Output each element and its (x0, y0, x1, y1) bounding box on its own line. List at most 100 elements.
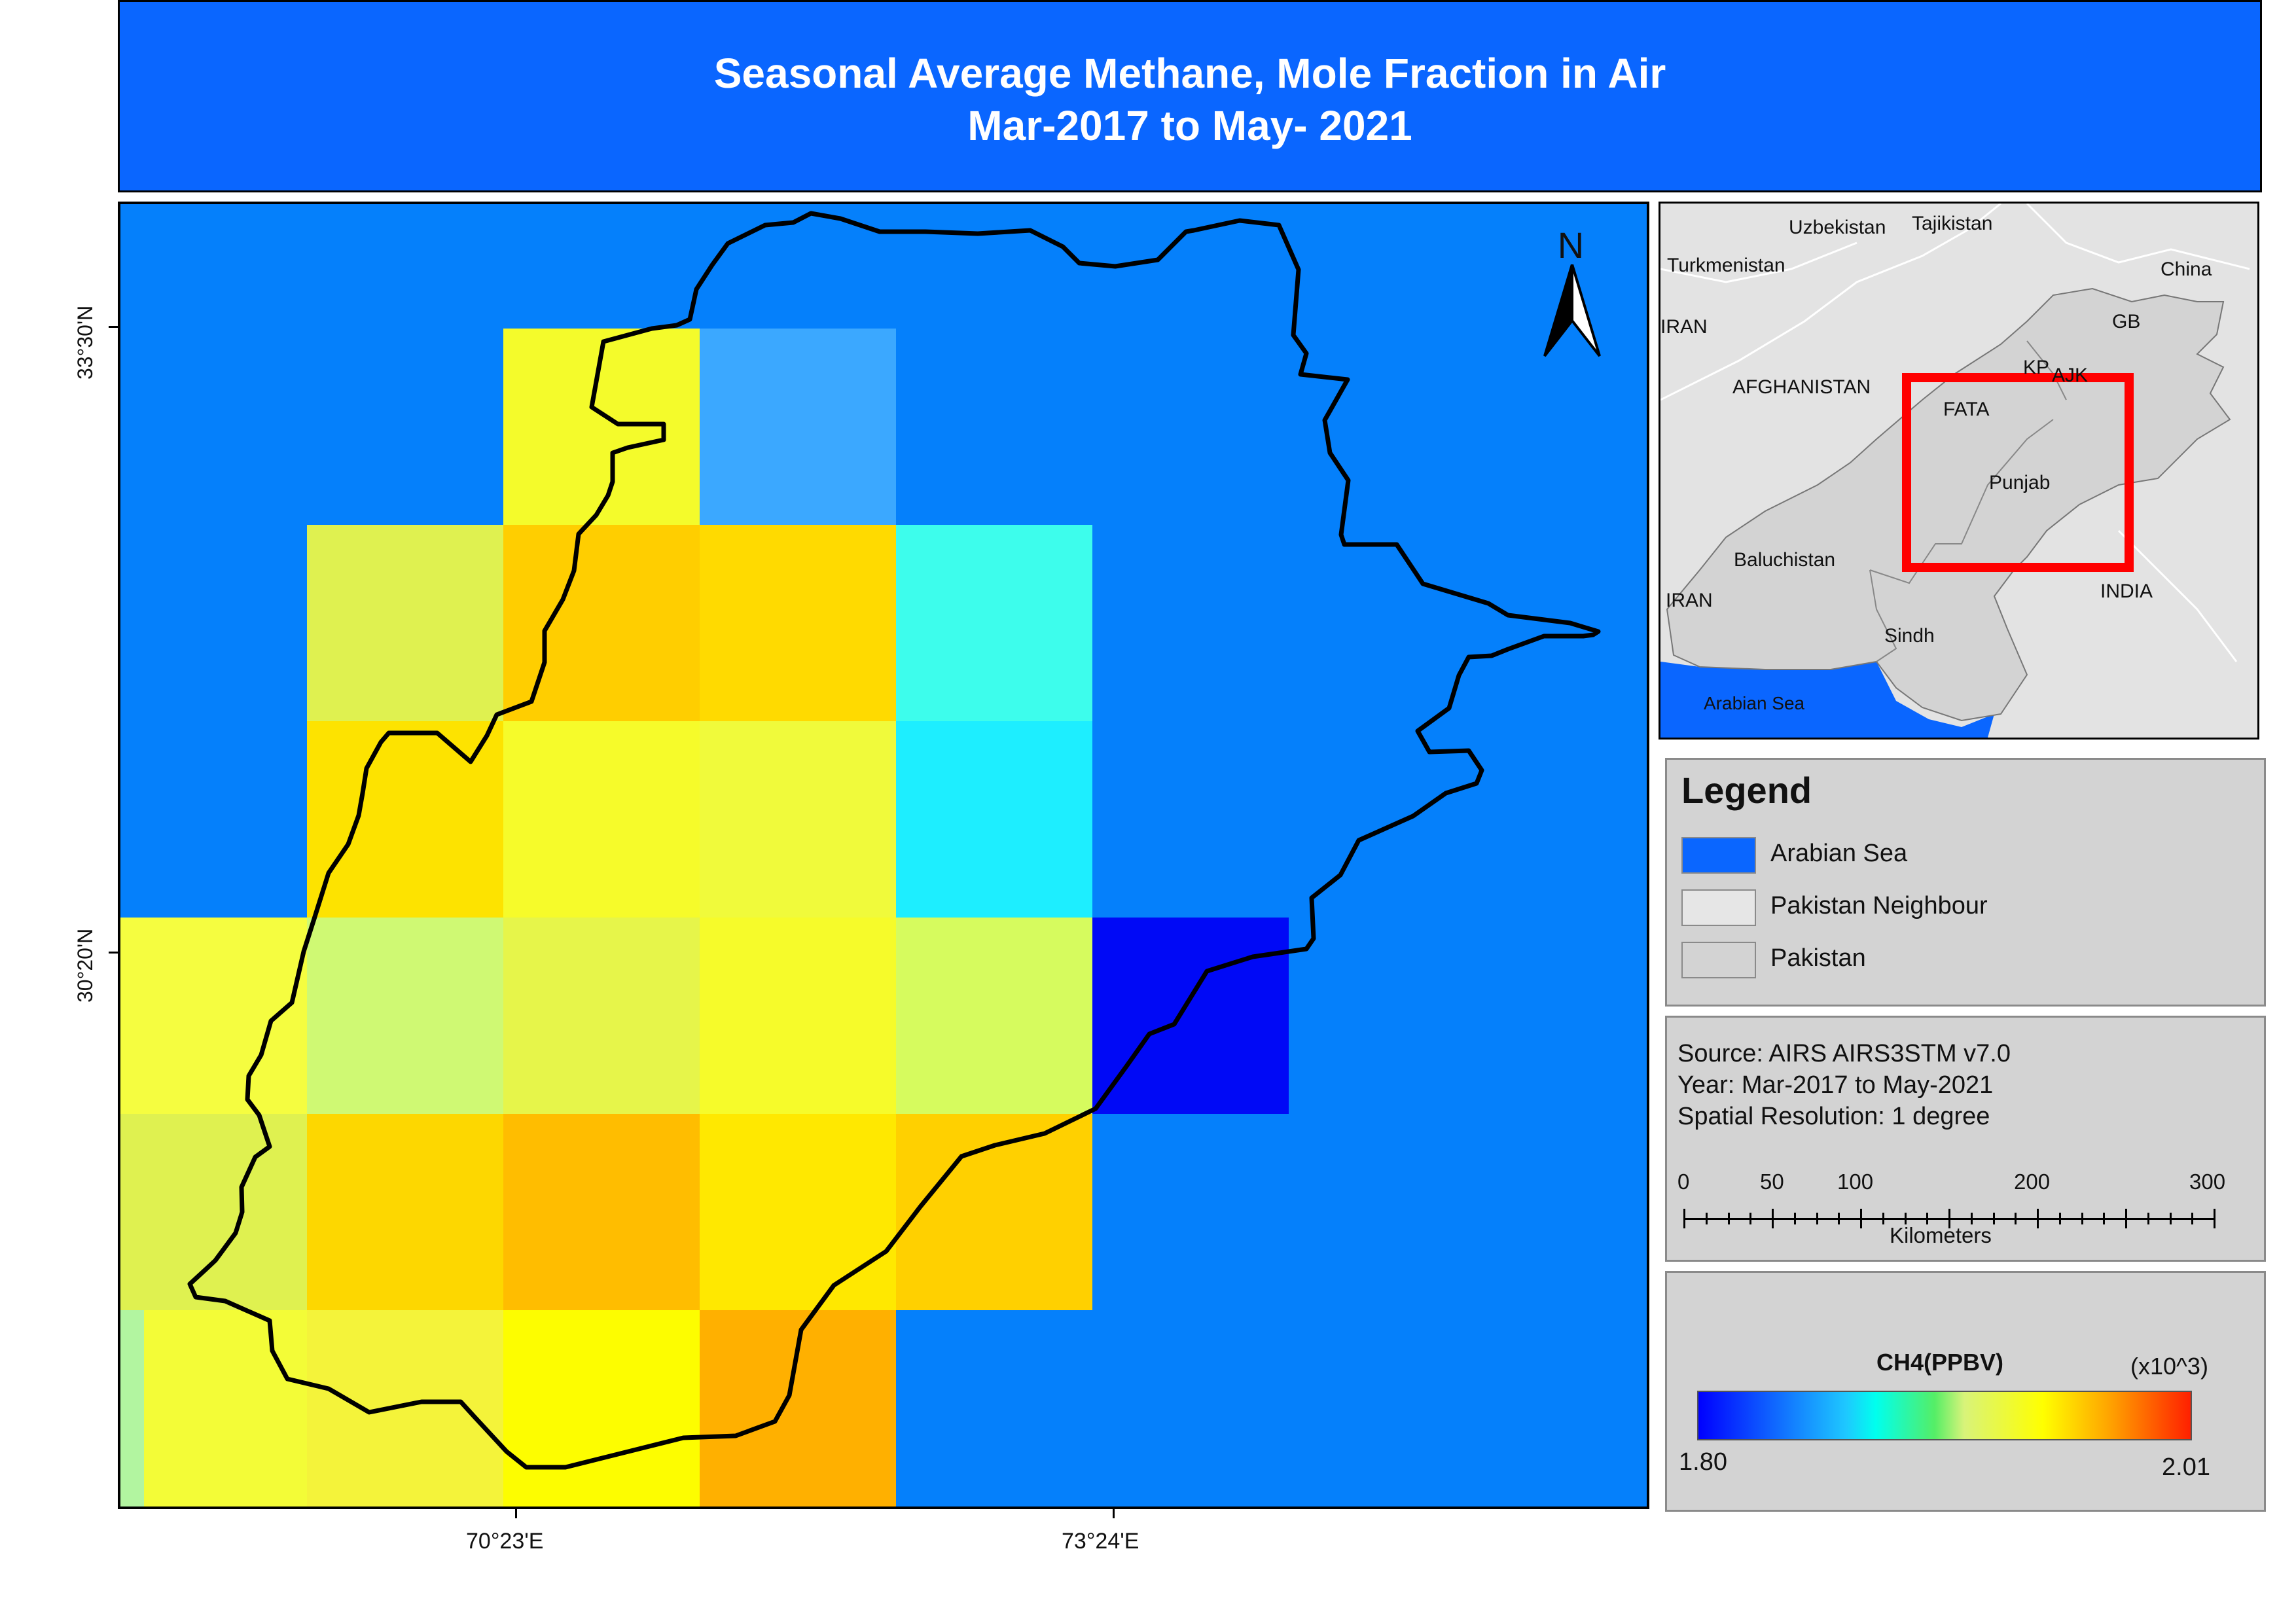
lat-tick (109, 952, 118, 954)
grid-cell (503, 1114, 700, 1310)
legend-label-sea: Arabian Sea (1770, 840, 1908, 867)
source-text: Source: AIRS AIRS3STM v7.0 (1677, 1040, 2011, 1067)
scale-tick (2214, 1209, 2215, 1228)
grid-cell (700, 918, 896, 1114)
scale-tick (1816, 1213, 1818, 1224)
scale-label: 50 (1760, 1169, 1784, 1194)
inset-label: GB (2112, 311, 2141, 332)
colorbar-panel: CH4(PPBV) (x10^3) 1.80 2.01 (1665, 1271, 2266, 1512)
grid-cell (503, 1310, 700, 1507)
grid-cell (700, 721, 896, 918)
grid-cell (307, 1310, 503, 1507)
scale-tick (2058, 1213, 2061, 1224)
scale-unit: Kilometers (1890, 1223, 1992, 1247)
scale-tick (2081, 1213, 2083, 1224)
legend-label-neighbour: Pakistan Neighbour (1770, 892, 1988, 919)
inset-pakistan (1666, 287, 2231, 722)
grid-cell (307, 918, 503, 1114)
scale-tick (1970, 1213, 1973, 1224)
inset-label: INDIA (2100, 580, 2153, 602)
scale-tick (2191, 1213, 2194, 1224)
legend-swatch-pakistan (1681, 942, 1756, 978)
inset-label: IRAN (1666, 590, 1713, 611)
inset-label: AJK (2052, 365, 2089, 386)
scale-label: 300 (2189, 1169, 2226, 1194)
legend-panel: Legend Arabian Sea Pakistan Neighbour Pa… (1665, 758, 2266, 1007)
scale-label: 200 (2014, 1169, 2051, 1194)
grid-cell (896, 525, 1092, 721)
inset-map-canvas (1660, 204, 2250, 738)
scale-tick (1992, 1213, 1995, 1224)
legend-swatch-sea (1681, 837, 1756, 874)
scale-label: 100 (1837, 1169, 1874, 1194)
scale-tick (2037, 1209, 2039, 1228)
map-subtitle: Mar-2017 to May- 2021 (967, 102, 1412, 149)
main-map: N (118, 202, 1649, 1509)
grid-cell (307, 721, 503, 918)
scale-tick (1838, 1213, 1840, 1224)
grid-cell (307, 525, 503, 721)
study-area-box (1902, 373, 2134, 572)
scale-tick (1705, 1213, 1708, 1224)
inset-label: AFGHANISTAN (1732, 376, 1871, 398)
grid-cell (1092, 918, 1289, 1114)
punjab-boundary (187, 211, 1601, 1470)
year-text: Year: Mar-2017 to May-2021 (1677, 1071, 1994, 1099)
scale-tick (1772, 1209, 1774, 1228)
scale-tick (2103, 1213, 2106, 1224)
grid-cell (307, 1114, 503, 1310)
scale-tick (1904, 1213, 1907, 1224)
colorbar-ramp (1697, 1391, 2192, 1440)
scale-tick (1727, 1213, 1730, 1224)
grid-cell (120, 1310, 307, 1507)
grid-cell (700, 525, 896, 721)
inset-label: Turkmenistan (1667, 255, 1785, 276)
grid-edge-cell (120, 1310, 144, 1507)
inset-locator-map: Uzbekistan Tajikistan Turkmenistan China… (1659, 202, 2259, 740)
north-arrow-icon (1543, 264, 1601, 357)
inset-label: Sindh (1884, 625, 1935, 647)
colorbar-max-label: 2.01 (2162, 1454, 2210, 1481)
main-map-canvas (120, 211, 1601, 1507)
scale-tick (2125, 1209, 2127, 1228)
map-title: Seasonal Average Methane, Mole Fraction … (713, 50, 1666, 97)
legend-label-pakistan: Pakistan (1770, 944, 1866, 972)
inset-label: Tajikistan (1912, 213, 1993, 234)
lon-label: 70°23'E (466, 1529, 544, 1554)
colorbar-title: CH4(PPBV) (1876, 1349, 2004, 1376)
scale-tick (1882, 1213, 1884, 1224)
title-banner: Seasonal Average Methane, Mole Fraction … (118, 0, 2262, 192)
grid-cell (896, 918, 1092, 1114)
info-panel: Source: AIRS AIRS3STM v7.0 Year: Mar-201… (1665, 1016, 2266, 1262)
inset-label: KP (2023, 357, 2050, 378)
grid-cell (120, 1114, 307, 1310)
inset-sea (1660, 662, 1994, 738)
resolution-text: Spatial Resolution: 1 degree (1677, 1103, 1990, 1130)
grid-cell (503, 918, 700, 1114)
inset-label: Arabian Sea (1704, 693, 1805, 713)
grid-cell (896, 721, 1092, 918)
grid-cell (700, 329, 896, 525)
colorbar-min-label: 1.80 (1679, 1448, 1727, 1476)
scale-label: 0 (1677, 1169, 1690, 1194)
inset-label: Baluchistan (1734, 549, 1836, 571)
scale-tick (2015, 1213, 2017, 1224)
inset-label: China (2161, 259, 2212, 280)
scale-tick (1793, 1213, 1796, 1224)
lat-tick (109, 326, 118, 328)
inset-label: IRAN (1660, 316, 1708, 338)
colorbar-multiplier: (x10^3) (2130, 1353, 2208, 1380)
scale-tick (1926, 1213, 1929, 1224)
grid-cell (700, 1114, 896, 1310)
scale-tick (1948, 1209, 1950, 1228)
scale-tick (2147, 1213, 2149, 1224)
inset-label: FATA (1943, 399, 1990, 420)
grid-cell (503, 721, 700, 918)
north-arrow-label: N (1557, 224, 1585, 266)
inset-label: Punjab (1989, 472, 2051, 493)
lon-label: 73°24'E (1062, 1529, 1139, 1554)
methane-grid (120, 329, 1289, 1507)
lat-label: 30°20'N (73, 928, 97, 1003)
legend-swatch-neighbour (1681, 889, 1756, 926)
lat-label: 33°30'N (73, 305, 97, 380)
